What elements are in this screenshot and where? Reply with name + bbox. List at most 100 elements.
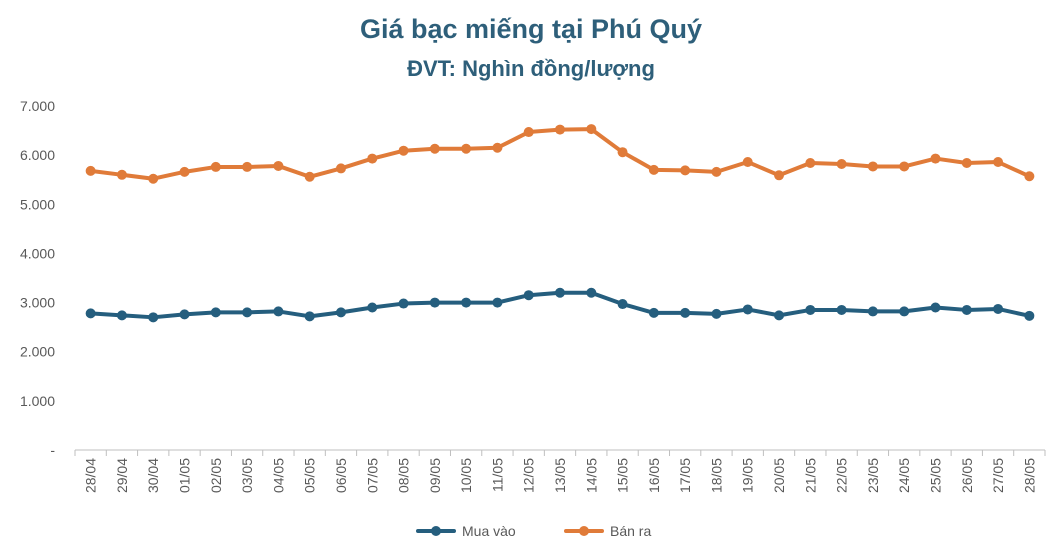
x-tick-label: 19/05 (740, 458, 756, 493)
data-point-mua-vao (648, 307, 659, 318)
data-point-mua-vao (742, 304, 753, 315)
x-tick-label: 25/05 (927, 458, 943, 493)
data-point-ban-ra (711, 166, 722, 177)
x-tick-label: 29/04 (114, 458, 130, 493)
data-point-ban-ra (242, 161, 253, 172)
x-tick-label: 30/04 (145, 458, 161, 493)
data-point-ban-ra (961, 158, 972, 169)
data-point-mua-vao (335, 307, 346, 318)
x-tick-label: 26/05 (959, 458, 975, 493)
data-point-ban-ra (774, 170, 785, 181)
x-tick-label: 12/05 (521, 458, 537, 493)
x-tick-label: 05/05 (302, 458, 318, 493)
x-tick-label: 17/05 (677, 458, 693, 493)
data-point-mua-vao (523, 290, 534, 301)
x-tick-label: 22/05 (834, 458, 850, 493)
data-point-mua-vao (711, 308, 722, 319)
data-point-mua-vao (429, 297, 440, 308)
data-point-ban-ra (398, 145, 409, 156)
data-point-ban-ra (429, 143, 440, 154)
data-point-ban-ra (680, 165, 691, 176)
data-point-mua-vao (85, 308, 96, 319)
data-point-mua-vao (461, 297, 472, 308)
legend-marker (431, 526, 441, 536)
x-tick-label: 18/05 (708, 458, 724, 493)
y-tick-label: 2.000 (20, 344, 55, 360)
x-tick-label: 24/05 (896, 458, 912, 493)
data-point-mua-vao (774, 310, 785, 321)
data-point-ban-ra (367, 153, 378, 164)
data-point-ban-ra (805, 158, 816, 169)
data-point-mua-vao (930, 302, 941, 313)
x-tick-label: 14/05 (583, 458, 599, 493)
data-point-ban-ra (1024, 171, 1035, 182)
data-point-mua-vao (367, 302, 378, 313)
data-point-mua-vao (993, 303, 1004, 314)
data-point-mua-vao (836, 304, 847, 315)
data-point-ban-ra (648, 164, 659, 175)
x-tick-label: 03/05 (239, 458, 255, 493)
x-tick-label: 01/05 (177, 458, 193, 493)
data-point-ban-ra (461, 143, 472, 154)
x-tick-label: 08/05 (396, 458, 412, 493)
data-point-mua-vao (586, 287, 597, 298)
data-point-mua-vao (304, 311, 315, 322)
y-tick-label: 6.000 (20, 147, 55, 163)
x-tick-label: 21/05 (802, 458, 818, 493)
x-tick-label: 11/05 (489, 458, 505, 492)
data-point-ban-ra (930, 153, 941, 164)
data-point-ban-ra (617, 147, 628, 158)
x-tick-label: 04/05 (270, 458, 286, 493)
x-tick-label: 15/05 (615, 458, 631, 493)
series-line-ban-ra (88, 127, 1032, 181)
legend-label: Bán ra (610, 523, 651, 539)
x-tick-label: 13/05 (552, 458, 568, 493)
data-point-mua-vao (116, 310, 127, 321)
data-point-mua-vao (242, 307, 253, 318)
data-point-ban-ra (742, 157, 753, 168)
data-point-mua-vao (555, 287, 565, 298)
data-point-ban-ra (523, 127, 534, 138)
data-point-ban-ra (586, 124, 597, 135)
y-tick-label: 1.000 (20, 393, 55, 409)
data-point-ban-ra (555, 124, 565, 135)
data-point-ban-ra (836, 158, 847, 169)
y-tick-label: 3.000 (20, 295, 55, 311)
data-point-mua-vao (179, 309, 190, 320)
data-point-ban-ra (85, 165, 96, 176)
data-point-ban-ra (899, 161, 910, 172)
y-tick-label: - (50, 442, 55, 458)
data-point-mua-vao (961, 304, 972, 315)
y-tick-label: 4.000 (20, 245, 55, 261)
data-point-ban-ra (210, 161, 221, 172)
x-tick-label: 06/05 (333, 458, 349, 493)
data-point-mua-vao (680, 307, 691, 318)
y-tick-label: 5.000 (20, 196, 55, 212)
x-tick-label: 10/05 (458, 458, 474, 493)
data-point-mua-vao (867, 306, 878, 317)
data-point-ban-ra (335, 163, 346, 174)
data-point-ban-ra (116, 169, 127, 180)
x-tick-label: 09/05 (427, 458, 443, 493)
chart-title: Giá bạc miếng tại Phú Quý (359, 14, 703, 44)
data-point-mua-vao (617, 299, 628, 310)
data-point-mua-vao (805, 304, 816, 315)
x-tick-label: 23/05 (865, 458, 881, 493)
y-tick-label: 7.000 (20, 98, 55, 114)
data-point-mua-vao (492, 297, 503, 308)
data-point-mua-vao (273, 306, 284, 317)
legend-marker (579, 526, 589, 536)
data-point-mua-vao (148, 312, 159, 323)
data-point-ban-ra (304, 171, 315, 182)
data-point-mua-vao (899, 306, 910, 317)
x-tick-label: 28/05 (1021, 458, 1037, 493)
data-point-mua-vao (1024, 310, 1035, 321)
legend-label: Mua vào (462, 523, 516, 539)
x-tick-label: 28/04 (83, 458, 99, 493)
x-tick-label: 27/05 (990, 458, 1006, 493)
data-point-mua-vao (398, 298, 409, 309)
data-point-ban-ra (993, 157, 1004, 168)
chart-subtitle: ĐVT: Nghìn đồng/lượng (407, 56, 655, 81)
x-tick-label: 07/05 (364, 458, 380, 493)
